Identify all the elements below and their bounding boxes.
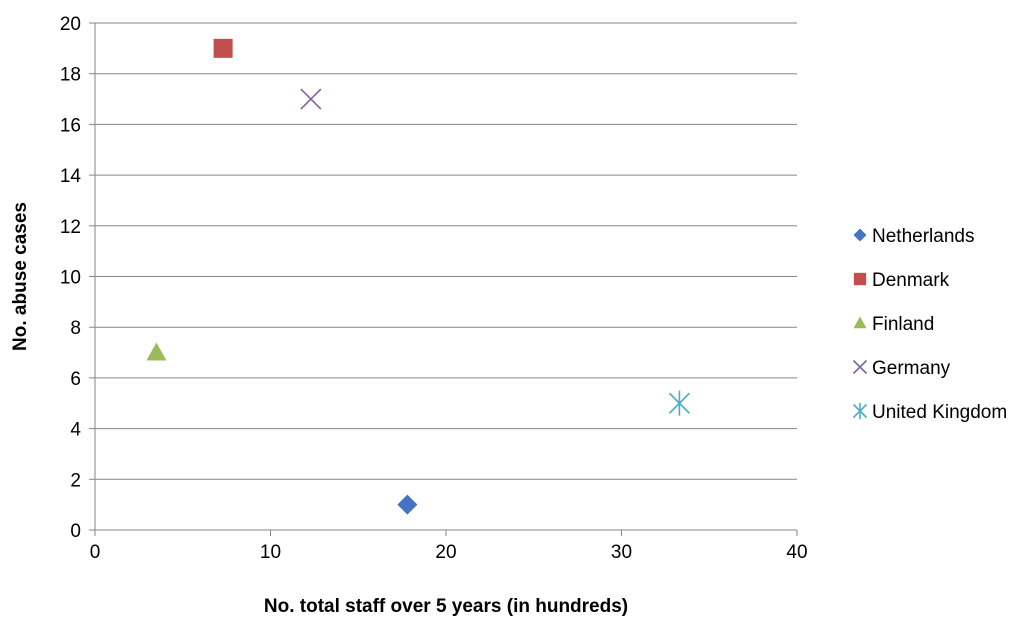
marker-stroke — [300, 88, 322, 110]
marker-stroke — [852, 359, 868, 375]
legend-marker-finland — [853, 316, 867, 329]
legend-label-germany: Germany — [872, 358, 951, 379]
y-tick-label: 8 — [70, 318, 81, 339]
legend-label-denmark: Denmark — [872, 270, 950, 291]
x-tick-label: 10 — [260, 542, 281, 563]
y-tick-label: 4 — [70, 420, 81, 441]
x-tick-label: 0 — [90, 542, 101, 563]
y-axis-title: No. abuse cases — [10, 202, 31, 351]
x-tick-label: 30 — [611, 542, 632, 563]
point-finland — [146, 342, 167, 361]
legend-marker-netherlands — [853, 228, 867, 242]
x-axis-title: No. total staff over 5 years (in hundred… — [264, 596, 628, 617]
point-germany — [300, 88, 322, 110]
y-tick-label: 14 — [60, 166, 82, 187]
legend-marker-united-kingdom — [852, 402, 868, 420]
y-tick-label: 10 — [60, 268, 81, 289]
point-denmark — [213, 38, 233, 58]
x-tick-label: 40 — [786, 542, 807, 563]
point-united-kingdom — [668, 390, 690, 416]
y-tick-label: 20 — [60, 14, 81, 35]
legend-marker-denmark — [853, 272, 867, 286]
x-tick-label: 20 — [435, 542, 456, 563]
y-tick-label: 6 — [70, 369, 81, 390]
y-tick-label: 18 — [60, 65, 81, 86]
data-points — [146, 38, 690, 515]
y-tick-label: 12 — [60, 217, 81, 238]
axes — [89, 22, 798, 536]
legend-label-finland: Finland — [872, 314, 934, 335]
legend: Netherlands Denmark Finland Germany United K… — [852, 226, 1007, 423]
y-tick-label: 16 — [60, 115, 81, 136]
y-tick-label: 0 — [70, 521, 81, 542]
legend-label-netherlands: Netherlands — [872, 226, 974, 247]
legend-marker-germany — [852, 359, 868, 375]
point-netherlands — [397, 494, 418, 515]
x-tick-labels: 0 10 20 30 40 — [90, 542, 808, 563]
y-tick-labels: 0 2 4 6 8 10 12 14 16 18 20 — [60, 14, 82, 542]
y-tick-label: 2 — [70, 470, 81, 491]
legend-label-united-kingdom: United Kingdom — [872, 402, 1007, 423]
gridlines — [95, 22, 797, 480]
